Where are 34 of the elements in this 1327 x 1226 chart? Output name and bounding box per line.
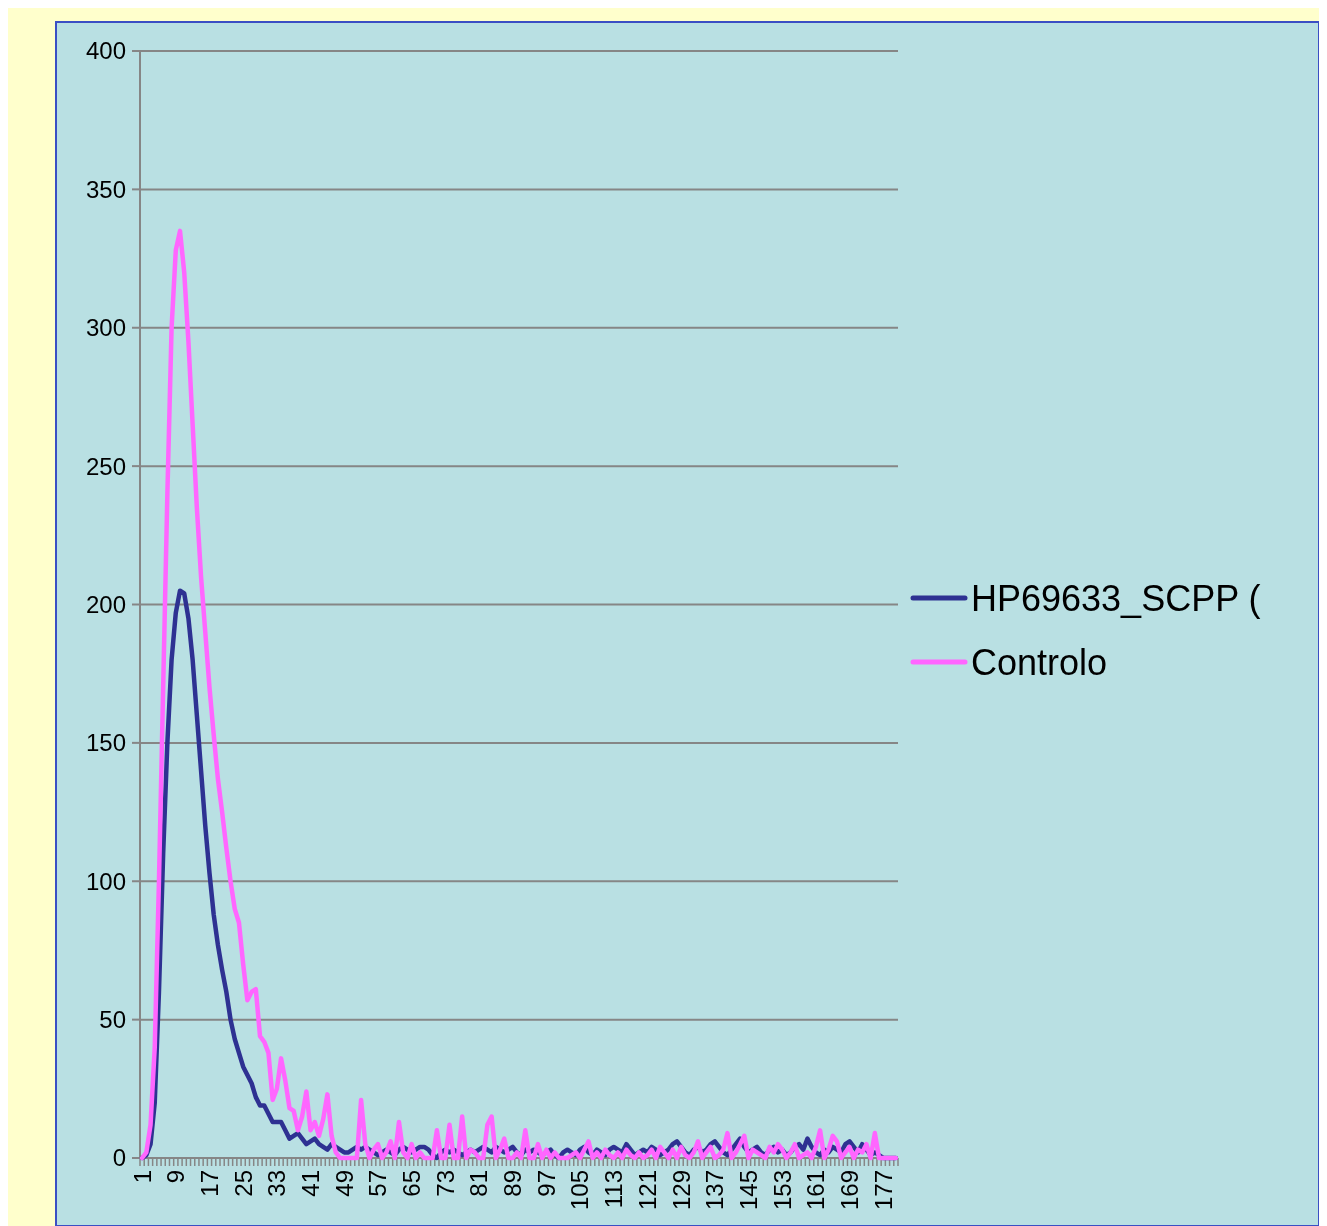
x-tick-label: 57 xyxy=(364,1170,392,1197)
y-tick-label: 200 xyxy=(85,590,126,618)
legend-label: Controlo xyxy=(971,641,1108,683)
x-tick-label: 105 xyxy=(566,1170,594,1211)
x-tick-label: 169 xyxy=(835,1170,863,1211)
x-tick-label: 81 xyxy=(465,1170,493,1197)
y-tick-label: 50 xyxy=(99,1006,126,1034)
x-tick-label: 41 xyxy=(296,1170,324,1197)
x-tick-label: 9 xyxy=(162,1170,190,1184)
x-tick-label: 17 xyxy=(195,1170,223,1197)
x-tick-label: 89 xyxy=(499,1170,527,1197)
x-tick-label: 49 xyxy=(330,1170,358,1197)
legend-label: HP69633_SCPP ( xyxy=(971,577,1261,619)
y-tick-label: 250 xyxy=(85,452,126,480)
x-tick-label: 153 xyxy=(768,1170,796,1211)
y-tick-label: 350 xyxy=(85,175,126,203)
x-tick-label: 137 xyxy=(701,1170,729,1211)
x-tick-label: 65 xyxy=(398,1170,426,1197)
x-tick-label: 1 xyxy=(128,1170,156,1184)
x-tick-label: 73 xyxy=(431,1170,459,1197)
y-tick-label: 150 xyxy=(85,729,126,757)
x-tick-label: 121 xyxy=(633,1170,661,1211)
x-tick-label: 25 xyxy=(229,1170,257,1197)
x-tick-label: 113 xyxy=(600,1170,628,1209)
x-tick-label: 145 xyxy=(734,1170,762,1211)
y-tick-label: 400 xyxy=(85,37,126,65)
x-tick-label: 33 xyxy=(263,1170,291,1197)
x-tick-label: 129 xyxy=(667,1170,695,1211)
x-tick-label: 161 xyxy=(802,1170,830,1211)
x-tick-label: 97 xyxy=(532,1170,560,1197)
y-tick-label: 300 xyxy=(85,314,126,342)
y-tick-label: 100 xyxy=(85,867,126,895)
y-tick-label: 0 xyxy=(112,1144,126,1172)
x-tick-label: 177 xyxy=(869,1170,897,1211)
